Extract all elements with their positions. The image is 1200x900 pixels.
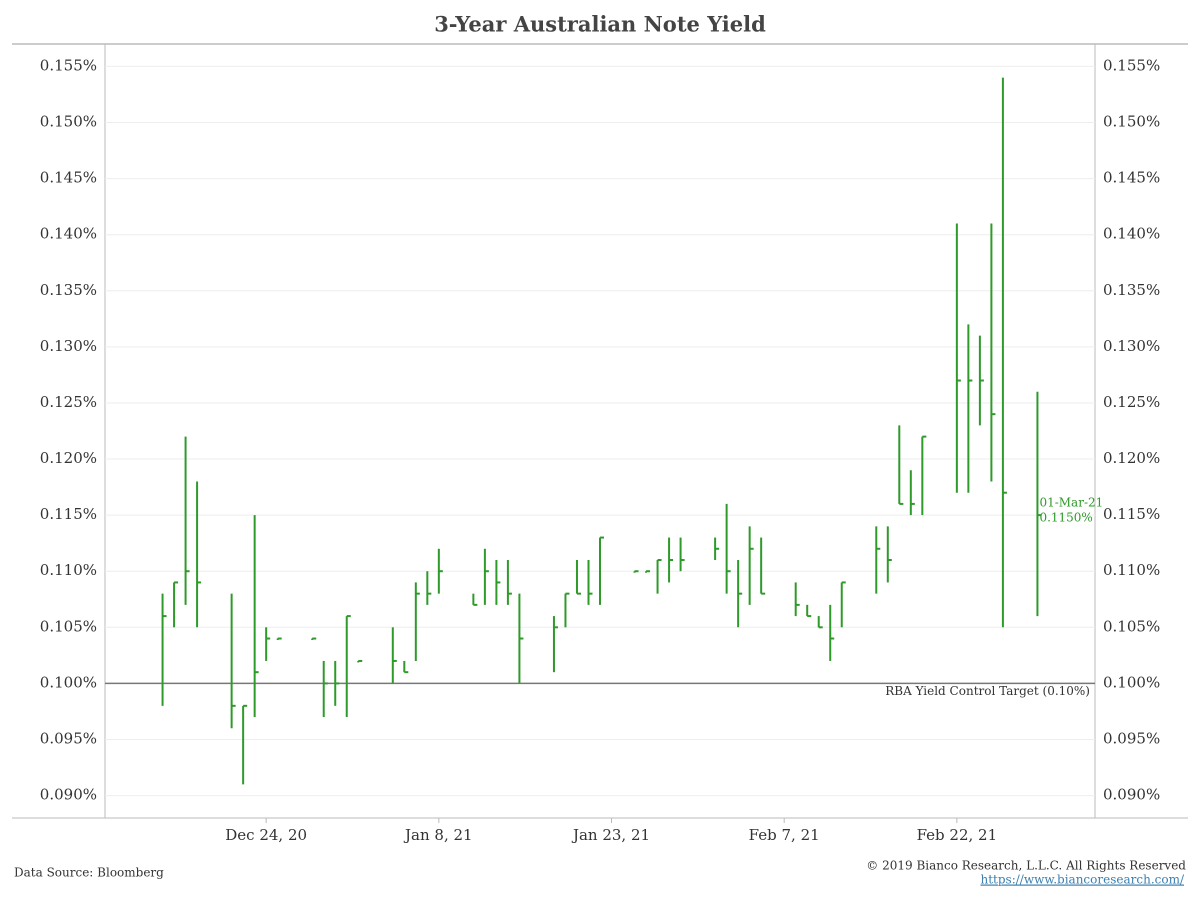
y-tick-label: 0.125% — [40, 393, 97, 411]
y-tick-label: 0.140% — [40, 225, 97, 243]
x-tick-label: Jan 23, 21 — [571, 826, 650, 844]
y2-tick-label: 0.100% — [1103, 673, 1160, 691]
y-tick-label: 0.115% — [40, 505, 97, 523]
y2-tick-label: 0.125% — [1103, 393, 1160, 411]
y2-tick-label: 0.135% — [1103, 281, 1160, 299]
y2-tick-label: 0.120% — [1103, 449, 1160, 467]
y-tick-label: 0.130% — [40, 337, 97, 355]
y-tick-label: 0.155% — [40, 56, 97, 74]
y-tick-label: 0.150% — [40, 113, 97, 131]
reference-label: RBA Yield Control Target (0.10%) — [885, 684, 1090, 698]
y-tick-label: 0.090% — [40, 786, 97, 804]
annotation-value: 0.1150% — [1039, 511, 1092, 525]
x-tick-label: Jan 8, 21 — [403, 826, 473, 844]
y2-tick-label: 0.150% — [1103, 113, 1160, 131]
x-tick-label: Feb 7, 21 — [749, 826, 820, 844]
y2-tick-label: 0.145% — [1103, 169, 1160, 187]
y-tick-label: 0.110% — [40, 561, 97, 579]
x-tick-label: Dec 24, 20 — [225, 826, 307, 844]
x-tick-label: Feb 22, 21 — [917, 826, 998, 844]
y2-tick-label: 0.105% — [1103, 617, 1160, 635]
y2-tick-label: 0.095% — [1103, 729, 1160, 747]
annotation-date: 01-Mar-21 — [1039, 496, 1103, 510]
copyright: © 2019 Bianco Research, L.L.C. All Right… — [866, 859, 1186, 873]
y2-tick-label: 0.140% — [1103, 225, 1160, 243]
y-tick-label: 0.105% — [40, 617, 97, 635]
url-link[interactable]: https://www.biancoresearch.com/ — [980, 873, 1184, 887]
chart-title: 3-Year Australian Note Yield — [434, 12, 766, 37]
y2-tick-label: 0.110% — [1103, 561, 1160, 579]
y2-tick-label: 0.115% — [1103, 505, 1160, 523]
source: Data Source: Bloomberg — [14, 866, 164, 880]
y-tick-label: 0.100% — [40, 673, 97, 691]
y-tick-label: 0.120% — [40, 449, 97, 467]
y2-tick-label: 0.155% — [1103, 56, 1160, 74]
y2-tick-label: 0.090% — [1103, 786, 1160, 804]
y-tick-label: 0.135% — [40, 281, 97, 299]
y2-tick-label: 0.130% — [1103, 337, 1160, 355]
y-tick-label: 0.145% — [40, 169, 97, 187]
y-tick-label: 0.095% — [40, 729, 97, 747]
